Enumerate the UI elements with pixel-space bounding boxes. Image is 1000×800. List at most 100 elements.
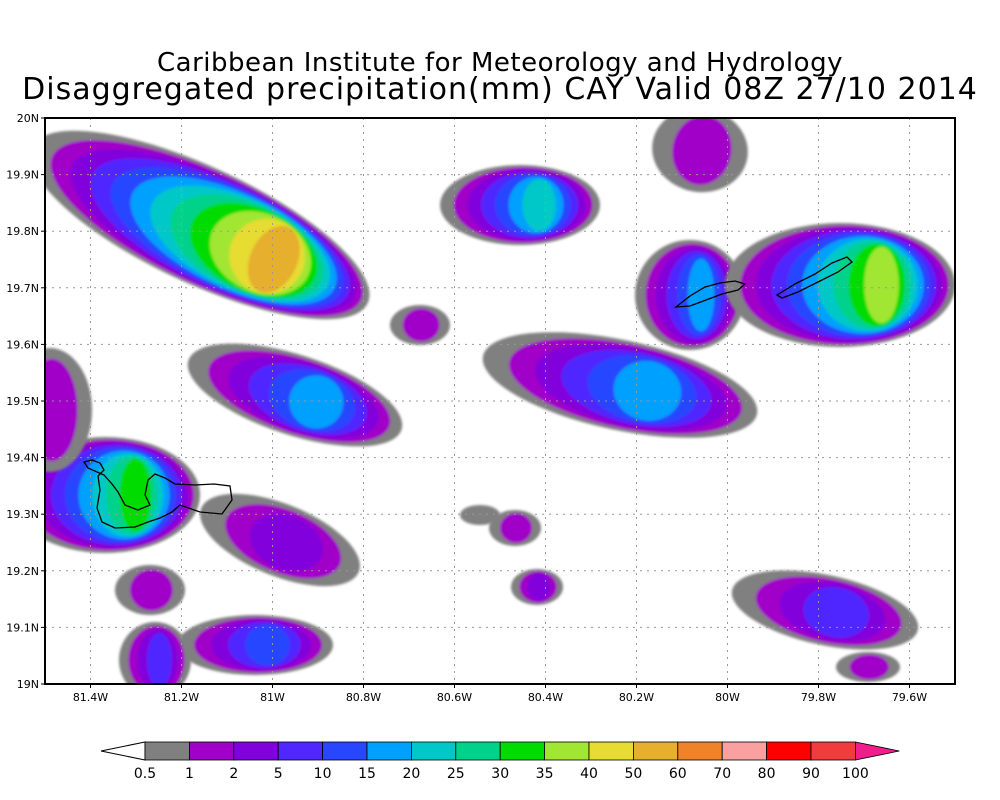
precip-contour <box>849 654 889 680</box>
precip-field <box>45 118 955 684</box>
precip-cell <box>119 622 191 684</box>
x-tick-label: 80.4W <box>528 691 563 704</box>
precip-cell <box>390 305 450 345</box>
colorbar-swatch <box>633 741 679 761</box>
y-tick-label: 19.7N <box>6 282 39 295</box>
y-tick-label: 19.2N <box>6 565 39 578</box>
colorbar-swatch <box>721 741 768 761</box>
precip-contour <box>45 358 78 462</box>
precip-cell <box>45 130 370 320</box>
colorbar-label: 80 <box>758 766 776 782</box>
colorbar-label: 70 <box>713 766 731 782</box>
precip-contour <box>402 308 440 342</box>
colorbar-swatch <box>233 741 279 761</box>
colorbar-swatch <box>499 741 546 761</box>
precip-contour <box>527 573 551 601</box>
colorbar-label: 40 <box>580 766 598 782</box>
precip-contour <box>245 624 290 666</box>
x-tick-label: 80.8W <box>346 691 381 704</box>
colorbar-swatch <box>455 741 501 761</box>
precip-cell <box>652 118 748 193</box>
colorbar-swatch <box>144 741 190 761</box>
little-cayman-coastline <box>673 280 747 308</box>
colorbar-arrow-high <box>855 741 900 761</box>
colorbar-swatch <box>366 741 412 761</box>
y-tick-label: 19.9N <box>6 169 39 182</box>
colorbar-label: 90 <box>802 766 820 782</box>
colorbar-swatch <box>410 741 457 761</box>
precip-contour <box>687 258 715 332</box>
x-tick-label: 79.8W <box>801 691 836 704</box>
precip-contour <box>119 458 152 532</box>
precip-contour <box>672 118 732 185</box>
colorbar-legend: 0.5 1 2 5 10 15 20 25 30 35 40 50 60 70 80 90 100 <box>100 741 900 782</box>
precip-contour <box>613 360 682 421</box>
precip-contour <box>129 569 173 611</box>
precip-contour <box>460 505 500 525</box>
colorbar-swatch <box>810 741 856 761</box>
precip-cell <box>460 505 500 525</box>
colorbar-label: 35 <box>536 766 554 782</box>
colorbar-label: 20 <box>402 766 420 782</box>
x-tick-label: 79.6W <box>892 691 927 704</box>
precip-cell <box>836 652 900 682</box>
colorbar-label: 30 <box>491 766 509 782</box>
colorbar-label: 50 <box>624 766 642 782</box>
x-tick-label: 81W <box>260 691 285 704</box>
coastlines <box>82 256 854 529</box>
colorbar-label: 5 <box>274 766 283 782</box>
colorbar-arrow-low <box>100 741 146 761</box>
x-tick-label: 80W <box>715 691 740 704</box>
precip-cell <box>635 240 745 350</box>
x-tick-label: 80.6W <box>437 691 472 704</box>
precip-contour <box>864 246 899 324</box>
colorbar-label: 0.5 <box>134 766 156 782</box>
colorbar-swatch <box>766 741 812 761</box>
cayman-brac-coastline <box>775 256 854 299</box>
y-tick-label: 19N <box>17 678 39 691</box>
grand-cayman-coastline <box>82 459 233 529</box>
colorbar-swatch <box>588 741 634 761</box>
y-tick-label: 19.1N <box>6 621 39 634</box>
colorbar-swatch <box>677 741 723 761</box>
precip-cell <box>725 223 955 347</box>
precip-cell <box>440 165 600 245</box>
precip-contour <box>146 633 172 684</box>
x-tick-label: 80.2W <box>619 691 654 704</box>
colorbar-swatch <box>277 741 324 761</box>
grid <box>45 118 955 684</box>
precip-contour <box>289 375 344 429</box>
precip-contour <box>522 179 557 231</box>
map-title: Disaggregated precipitation(mm) CAY Vali… <box>22 72 978 107</box>
precip-cell <box>482 332 758 438</box>
precip-cell <box>115 565 185 615</box>
colorbar-label: 100 <box>842 766 869 782</box>
colorbar-label: 1 <box>185 766 194 782</box>
precip-cell <box>489 510 541 546</box>
precip-cell <box>187 343 403 447</box>
precip-contour <box>500 513 533 543</box>
y-tick-label: 19.5N <box>6 395 39 408</box>
precip-cell <box>177 615 333 675</box>
institute-title: Caribbean Institute for Meteorology and … <box>157 48 843 78</box>
precip-cell <box>511 569 563 605</box>
precip-contour <box>803 587 869 638</box>
colorbar-label: 2 <box>229 766 238 782</box>
colorbar-label: 15 <box>358 766 376 782</box>
y-tick-label: 19.8N <box>6 225 39 238</box>
colorbar-swatch <box>544 741 590 761</box>
precip-contour <box>249 513 323 572</box>
colorbar-label: 10 <box>314 766 332 782</box>
y-tick-label: 19.4N <box>6 452 39 465</box>
precip-cell <box>45 348 92 472</box>
colorbar-swatch <box>188 741 235 761</box>
precip-contour <box>247 225 300 293</box>
y-tick-label: 20N <box>17 112 39 125</box>
precip-cell <box>731 570 919 650</box>
colorbar-label: 60 <box>669 766 687 782</box>
x-tick-label: 81.2W <box>164 691 199 704</box>
y-tick-label: 19.6N <box>6 338 39 351</box>
colorbar-label: 25 <box>447 766 465 782</box>
